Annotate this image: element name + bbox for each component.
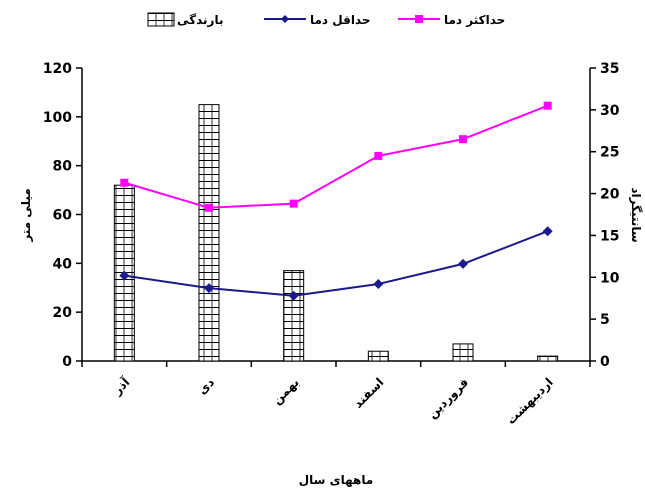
legend-item-min-temp: حداقل دما — [264, 13, 371, 27]
right-tick-label: 5 — [600, 312, 610, 328]
right-tick-label: 0 — [600, 354, 610, 370]
legend-min-label: حداقل دما — [310, 13, 371, 27]
x-tick-label: اردیبهشت — [504, 375, 556, 427]
right-tick-label: 20 — [600, 187, 620, 203]
x-tick-label: بهمن — [270, 375, 302, 407]
x-axis-title: ماههای سال — [299, 473, 374, 487]
left-tick-label: 60 — [53, 208, 73, 224]
axes — [81, 68, 591, 362]
legend-max-marker — [415, 15, 423, 23]
rain-bar — [198, 104, 220, 362]
left-axis-ticks: 0 20 40 60 80 100 120 — [43, 61, 82, 370]
legend-max-label: حداکثر دما — [444, 13, 505, 27]
rain-bar — [452, 343, 474, 362]
left-tick-label: 20 — [53, 305, 73, 321]
right-tick-label: 35 — [600, 61, 619, 77]
max-temp-point — [459, 135, 467, 144]
line-max-path — [124, 104, 549, 209]
right-tick-label: 30 — [600, 103, 620, 119]
x-tick-label: فروردین — [425, 375, 472, 422]
legend-min-marker — [281, 15, 289, 23]
legend-item-rain: بارندگی — [147, 12, 223, 27]
legend-rain-label: بارندگی — [177, 13, 223, 27]
y-axis-right-title: سانتیگراد — [629, 187, 643, 242]
max-temp-series — [120, 101, 552, 212]
min-temp-series — [119, 226, 553, 301]
max-temp-point — [374, 151, 383, 160]
min-temp-point — [373, 278, 384, 289]
legend-item-max-temp: حداکثر دما — [398, 13, 505, 27]
left-tick-label: 120 — [43, 61, 72, 77]
line-min-path — [124, 230, 549, 297]
max-temp-point — [205, 203, 213, 212]
right-axis-ticks: 0 5 10 15 20 25 30 35 — [590, 61, 620, 370]
rain-bar — [537, 355, 559, 362]
max-temp-point — [543, 101, 552, 110]
right-tick-label: 10 — [600, 270, 620, 286]
min-temp-point — [119, 270, 130, 281]
x-tick-label: آذر — [109, 374, 133, 398]
rain-bar — [283, 270, 305, 362]
min-temp-point — [458, 258, 468, 269]
left-tick-label: 80 — [53, 159, 73, 175]
max-temp-point — [120, 178, 129, 187]
y-axis-left-title: میلی متر — [19, 188, 33, 242]
rain-bar — [367, 350, 389, 362]
left-tick-label: 40 — [53, 256, 73, 272]
x-tick-label: اسفند — [351, 375, 387, 411]
right-tick-label: 15 — [600, 228, 619, 244]
min-temp-point — [288, 290, 299, 301]
min-temp-point — [542, 226, 553, 237]
legend: بارندگی حداقل دما حداکثر دما — [147, 12, 505, 27]
right-tick-label: 25 — [600, 145, 619, 161]
rain-bars — [113, 104, 559, 362]
x-axis-ticks: آذر دی بهمن اسفند فروردین اردیبهشت — [81, 361, 591, 427]
left-tick-label: 0 — [62, 354, 72, 370]
min-temp-point — [204, 283, 214, 294]
left-tick-label: 100 — [43, 110, 72, 126]
max-temp-point — [289, 199, 298, 208]
x-tick-label: دی — [195, 375, 217, 397]
legend-rain-swatch — [147, 12, 175, 27]
